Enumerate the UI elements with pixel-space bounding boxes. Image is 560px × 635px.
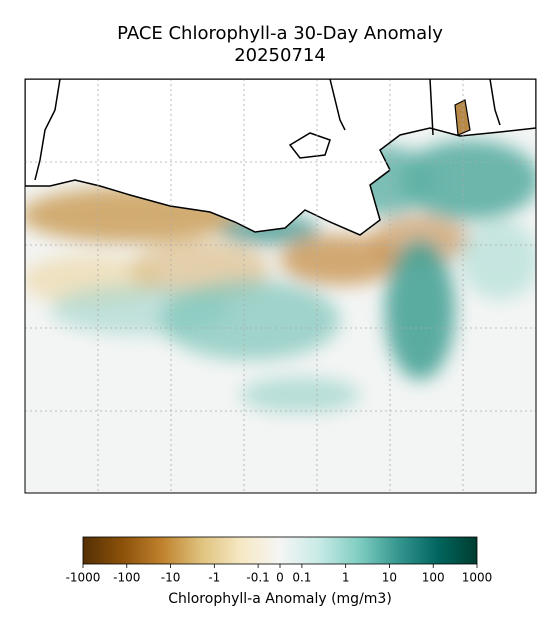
colorbar-tick-label: -0.1	[246, 571, 269, 585]
colorbar	[82, 536, 478, 565]
colorbar-tick-label: -1	[208, 571, 220, 585]
colorbar-tick-label: -10	[161, 571, 181, 585]
colorbar-tick-label: 1	[342, 571, 350, 585]
map	[25, 79, 536, 493]
map-frame	[24, 78, 537, 494]
title: PACE Chlorophyll-a 30-Day Anomaly	[117, 23, 443, 44]
colorbar-tick-label: 0.1	[292, 571, 311, 585]
date: 20250714	[234, 45, 326, 66]
colorbar-tick-label: 100	[422, 571, 445, 585]
colorbar-tick-label: 1000	[462, 571, 493, 585]
colorbar-tick-label: -1000	[66, 571, 101, 585]
colorbar-tick-label: -100	[113, 571, 140, 585]
colorbar-tick-label: 0	[276, 571, 284, 585]
colorbar-label: Chlorophyll-a Anomaly (mg/m3)	[168, 591, 392, 607]
colorbar-tick-label: 10	[382, 571, 397, 585]
